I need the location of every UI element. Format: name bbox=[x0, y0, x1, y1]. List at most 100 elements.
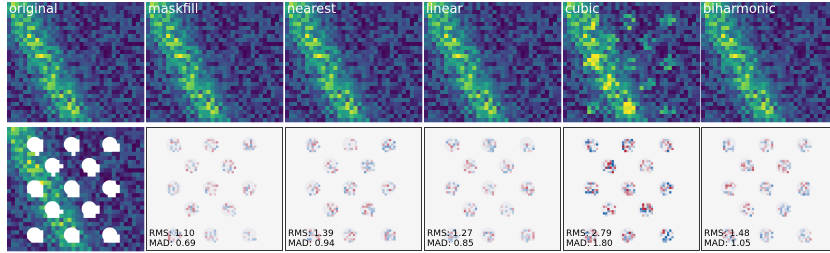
pixel bbox=[132, 210, 136, 214]
pixel bbox=[215, 106, 219, 110]
pixel bbox=[67, 82, 71, 86]
pixel bbox=[92, 90, 96, 94]
pixel bbox=[132, 243, 136, 247]
pixel bbox=[7, 94, 11, 98]
pixel bbox=[162, 46, 166, 50]
pixel bbox=[501, 22, 505, 26]
pixel bbox=[190, 90, 194, 94]
pixel bbox=[305, 90, 309, 94]
pixel bbox=[35, 210, 39, 214]
pixel bbox=[501, 34, 505, 38]
pixel bbox=[394, 86, 398, 90]
pixel bbox=[19, 218, 23, 222]
pixel bbox=[96, 2, 100, 6]
pixel bbox=[7, 131, 11, 135]
pixel bbox=[120, 210, 124, 214]
pixel bbox=[321, 86, 325, 90]
pixel bbox=[251, 30, 255, 34]
pixel bbox=[7, 234, 11, 238]
pixel bbox=[47, 86, 51, 90]
pixel bbox=[301, 42, 305, 46]
pixel bbox=[410, 26, 414, 30]
pixel bbox=[128, 201, 132, 205]
pixel bbox=[11, 42, 15, 46]
pixel bbox=[354, 38, 358, 42]
pixel bbox=[480, 46, 484, 50]
pixel bbox=[67, 201, 71, 205]
pixel bbox=[7, 243, 11, 247]
pixel bbox=[15, 139, 19, 143]
pixel bbox=[394, 70, 398, 74]
pixel bbox=[251, 70, 255, 74]
pixel bbox=[279, 86, 283, 90]
pixel bbox=[71, 38, 75, 42]
pixel bbox=[247, 98, 251, 102]
pixel bbox=[23, 38, 27, 42]
pixel bbox=[162, 74, 166, 78]
pixel bbox=[31, 168, 35, 172]
pixel bbox=[27, 114, 31, 118]
pixel bbox=[275, 34, 279, 38]
pixel bbox=[88, 230, 92, 234]
pixel bbox=[35, 102, 39, 106]
pixel bbox=[231, 10, 235, 14]
pixel bbox=[210, 62, 214, 66]
pixel bbox=[146, 82, 150, 86]
pixel bbox=[325, 42, 329, 46]
pixel bbox=[219, 14, 223, 18]
pixel bbox=[317, 86, 321, 90]
pixel bbox=[247, 70, 251, 74]
pixel bbox=[166, 114, 170, 118]
pixel bbox=[382, 74, 386, 78]
pixel bbox=[63, 243, 67, 247]
pixel bbox=[345, 42, 349, 46]
pixel bbox=[104, 222, 108, 226]
residual-pixel bbox=[207, 143, 209, 145]
pixel bbox=[541, 38, 545, 42]
pixel bbox=[96, 185, 100, 189]
pixel bbox=[59, 218, 63, 222]
pixel bbox=[132, 131, 136, 135]
pixel bbox=[378, 14, 382, 18]
pixel bbox=[116, 201, 120, 205]
pixel bbox=[59, 197, 63, 201]
pixel bbox=[456, 46, 460, 50]
pixel bbox=[410, 2, 414, 6]
pixel bbox=[341, 90, 345, 94]
pixel bbox=[215, 38, 219, 42]
pixel bbox=[80, 54, 84, 58]
pixel bbox=[43, 218, 47, 222]
pixel bbox=[154, 82, 158, 86]
panel-title: maskfill bbox=[148, 2, 198, 17]
pixel bbox=[198, 46, 202, 50]
pixel bbox=[132, 38, 136, 42]
pixel bbox=[259, 70, 263, 74]
pixel bbox=[132, 98, 136, 102]
residual-pixel bbox=[387, 150, 389, 152]
pixel bbox=[124, 214, 128, 218]
pixel bbox=[132, 18, 136, 22]
pixel bbox=[88, 82, 92, 86]
pixel bbox=[162, 34, 166, 38]
pixel bbox=[128, 6, 132, 10]
pixel bbox=[80, 74, 84, 78]
pixel bbox=[31, 78, 35, 82]
pixel bbox=[108, 6, 112, 10]
pixel bbox=[116, 247, 120, 251]
pixel bbox=[553, 50, 557, 54]
pixel bbox=[206, 18, 210, 22]
pixel bbox=[116, 10, 120, 14]
pixel bbox=[170, 118, 174, 122]
pixel bbox=[19, 74, 23, 78]
pixel bbox=[51, 193, 55, 197]
pixel bbox=[378, 86, 382, 90]
pixel bbox=[116, 131, 120, 135]
pixel bbox=[27, 58, 31, 62]
pixel bbox=[275, 30, 279, 34]
pixel bbox=[362, 38, 366, 42]
pixel bbox=[154, 58, 158, 62]
pixel bbox=[80, 230, 84, 234]
pixel bbox=[223, 66, 227, 70]
pixel bbox=[174, 22, 178, 26]
pixel bbox=[166, 66, 170, 70]
